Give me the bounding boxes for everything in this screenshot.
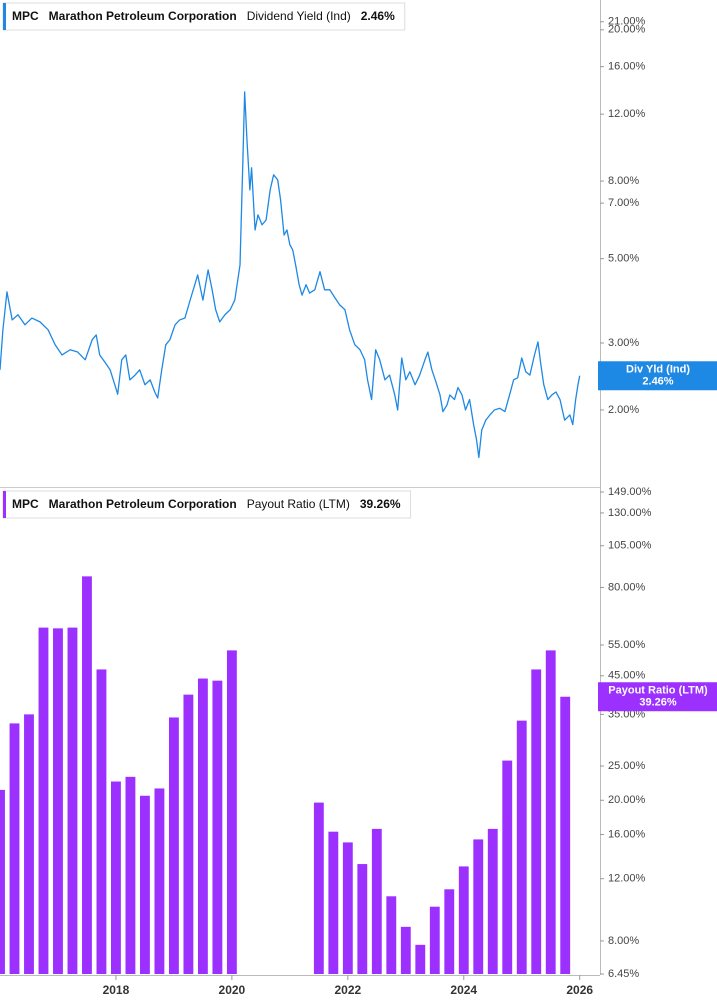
bar [342, 842, 353, 974]
y-tick-label: 35.00% [608, 708, 646, 720]
bar [212, 680, 223, 974]
header-box [2, 490, 412, 519]
y-tick-label: 5.00% [608, 253, 639, 265]
bar [545, 650, 556, 974]
bar [226, 650, 237, 974]
y-tick-label: 12.00% [608, 108, 646, 120]
bar [154, 788, 165, 974]
y-tick-label: 6.45% [608, 968, 639, 980]
header-accent [3, 491, 6, 518]
x-tick-label: 2024 [450, 983, 477, 997]
y-tick-label: 80.00% [608, 581, 646, 593]
bar [168, 717, 179, 974]
header-accent [3, 3, 6, 30]
header-ticker: MPC [12, 9, 39, 23]
bar [487, 828, 498, 974]
bar [67, 627, 78, 974]
bar [82, 576, 92, 974]
y-tick-label: 130.00% [608, 507, 652, 519]
bar [429, 906, 440, 974]
bar [183, 694, 194, 974]
bar [53, 628, 63, 974]
y-tick-label: 149.00% [608, 486, 652, 498]
x-tick-label: 2026 [566, 983, 593, 997]
bar [111, 781, 121, 974]
flag-name: Div Yld (Ind) [626, 364, 690, 376]
x-tick-label: 2018 [103, 983, 130, 997]
y-tick-label: 12.00% [608, 873, 646, 885]
current-flag [598, 361, 717, 391]
bar [125, 776, 136, 974]
yield-line [0, 91, 581, 459]
bar [0, 789, 5, 974]
bar [357, 864, 368, 974]
y-tick-label: 55.00% [608, 639, 646, 651]
bar [9, 723, 20, 974]
bar [96, 669, 107, 974]
flag-value: 39.26% [639, 697, 677, 709]
bar [502, 760, 513, 974]
y-tick-label: 16.00% [608, 828, 646, 840]
flag-value: 2.46% [642, 376, 673, 388]
bar [415, 944, 426, 974]
current-flag [598, 682, 717, 712]
header-box [2, 2, 406, 31]
bar [24, 714, 34, 974]
bar [473, 839, 484, 974]
bar [371, 828, 382, 974]
header-current-label: 39.26% [360, 497, 401, 511]
flag-name: Payout Ratio (LTM) [608, 685, 708, 697]
bar [516, 720, 527, 974]
bar [444, 889, 455, 974]
bar [197, 678, 208, 974]
series-header: MPC Marathon Petroleum Corporation Payout … [2, 490, 412, 519]
y-tick-label: 25.00% [608, 760, 646, 772]
y-tick-label: 8.00% [608, 935, 639, 947]
bar [140, 795, 150, 974]
header-metric: Dividend Yield (Ind) [247, 9, 351, 23]
y-tick-label: 105.00% [608, 540, 652, 552]
series-header: MPC Marathon Petroleum Corporation Dividen… [2, 2, 406, 31]
y-tick-label: 8.00% [608, 175, 639, 187]
header-company: Marathon Petroleum Corporation [49, 9, 237, 23]
x-tick-label: 2022 [334, 983, 361, 997]
header-current-label: 2.46% [361, 9, 395, 23]
bar [531, 669, 542, 974]
header-company: Marathon Petroleum Corporation [49, 497, 237, 511]
y-tick-label: 45.00% [608, 670, 646, 682]
bar [560, 696, 571, 974]
plot-area [0, 91, 581, 459]
y-tick-label: 21.00% [608, 16, 646, 28]
bar [313, 802, 324, 974]
y-tick-label: 3.00% [608, 337, 639, 349]
bar [328, 831, 339, 974]
bar [38, 627, 49, 974]
bar [400, 926, 411, 974]
y-tick-label: 20.00% [608, 794, 646, 806]
x-tick-label: 2020 [219, 983, 246, 997]
header-ticker: MPC [12, 497, 39, 511]
plot-area [0, 576, 571, 974]
y-tick-label: 2.00% [608, 404, 639, 416]
bar [386, 896, 397, 974]
bar [458, 866, 469, 974]
y-tick-label: 7.00% [608, 197, 639, 209]
y-tick-label: 16.00% [608, 61, 646, 73]
y-tick-label: 20.00% [608, 24, 646, 36]
header-metric: Payout Ratio (LTM) [247, 497, 350, 511]
